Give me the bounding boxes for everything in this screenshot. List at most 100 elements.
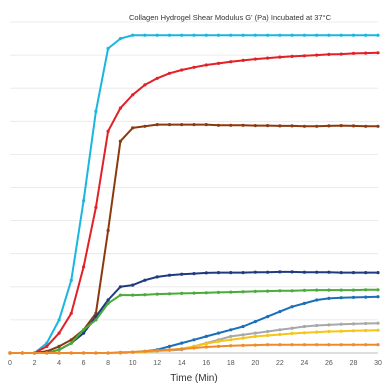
data-point [278,270,282,274]
data-point [118,106,122,110]
data-point [339,288,343,292]
data-point [167,292,172,296]
series-2 [8,51,380,355]
data-point [45,344,49,348]
data-point [192,346,196,350]
data-point [266,343,270,347]
data-point [376,51,380,55]
data-point [155,33,159,37]
data-point [339,329,343,333]
data-point [57,351,61,355]
x-tick-label: 14 [178,360,186,367]
x-tick-labels: 0 2 4 6 8 10 12 14 16 18 20 22 24 26 28 30 [8,360,382,367]
series-8 [8,328,380,355]
chart-title: Collagen Hydrogel Shear Modulus G' (Pa) … [129,13,332,22]
data-point [118,285,122,289]
data-point [351,295,356,299]
data-point [57,318,61,322]
data-point [327,124,331,128]
data-point [315,33,319,37]
data-point [45,351,49,355]
data-point [216,61,221,65]
data-point [351,271,356,275]
x-tick-label: 24 [301,360,309,367]
data-point [364,33,368,37]
data-point [180,123,184,127]
data-point [57,348,61,352]
data-point [229,271,233,275]
data-point [69,338,73,342]
data-point [302,54,306,58]
data-point [20,351,24,355]
data-point [339,296,343,300]
x-tick-label: 10 [129,360,137,367]
data-point [302,343,306,347]
data-point [315,323,319,328]
data-point [143,293,147,297]
data-point [364,328,368,333]
data-point [315,270,319,274]
data-point [204,123,208,127]
data-point [204,63,208,67]
data-point [204,342,208,346]
data-point [339,33,343,37]
data-point [192,123,196,127]
data-point [241,333,245,337]
data-point [327,33,331,37]
data-point [216,331,221,335]
data-point [241,58,245,63]
data-point [290,33,294,37]
data-point [327,329,331,334]
data-point [229,328,233,332]
data-point [315,330,319,334]
data-point [351,343,356,347]
data-point [192,291,196,295]
data-point [180,33,184,37]
data-point [69,341,73,345]
data-point [241,343,245,347]
data-point [266,333,270,338]
data-point [290,270,294,274]
data-point [278,33,282,37]
data-point [376,328,380,332]
data-point [229,334,233,338]
data-point [302,124,306,128]
data-point [118,293,122,297]
series-9 [8,343,380,355]
x-tick-label: 26 [325,360,333,367]
data-point [106,298,110,302]
data-point [266,289,270,293]
data-point [266,56,270,60]
data-point [364,295,368,299]
data-point [143,124,147,128]
data-point [253,289,257,293]
data-point [351,51,356,56]
data-point [106,46,110,51]
data-point [229,123,233,127]
data-point [69,278,73,282]
series-4 [8,270,380,355]
data-point [302,324,306,329]
x-tick-label: 16 [202,360,210,367]
data-point [364,321,368,326]
data-point [351,124,356,128]
data-point [155,292,159,296]
data-point [302,301,306,305]
data-point [290,343,294,347]
data-point [57,344,61,348]
data-point [216,344,221,348]
data-point [376,124,380,128]
data-point [364,288,368,292]
data-point [364,271,368,275]
series-line [10,123,378,354]
data-point [278,332,282,337]
data-point [253,320,257,324]
data-point [302,270,306,274]
data-point [82,199,86,203]
data-point [143,278,147,282]
data-point [241,123,245,127]
x-axis: 0 2 4 6 8 10 12 14 16 18 20 22 24 26 28 30 [8,352,382,367]
data-point [241,290,245,294]
data-point [229,290,233,294]
data-point [192,65,196,69]
